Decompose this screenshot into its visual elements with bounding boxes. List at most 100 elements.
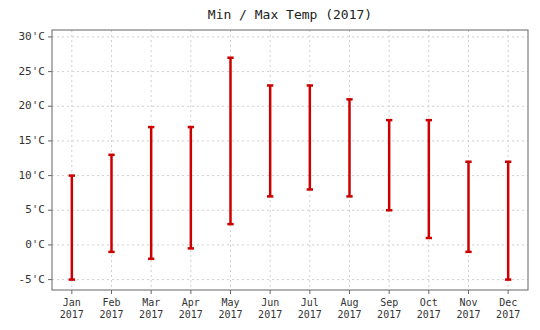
x-tick-label: Jan2017: [60, 297, 84, 320]
y-tick: [48, 140, 52, 141]
x-tick-label: Jul2017: [298, 297, 322, 320]
x-tick: [468, 290, 469, 294]
y-grid-line: [52, 210, 528, 211]
y-tick-label: 25'C: [19, 65, 46, 78]
chart-title: Min / Max Temp (2017): [208, 7, 372, 22]
x-tick-label: Oct2017: [417, 297, 441, 320]
y-tick: [48, 175, 52, 176]
min-cap: [69, 278, 75, 281]
min-cap: [267, 195, 273, 198]
min-cap: [465, 251, 471, 254]
y-tick-label: 0'C: [25, 238, 45, 251]
x-tick-label: Aug2017: [337, 297, 361, 320]
range-bar: [467, 162, 470, 252]
x-grid-line: [389, 30, 390, 290]
y-axis: -5'C 0'C 5'C 10'C 15'C 20'C 25'C 30'C: [19, 30, 53, 286]
x-tick-label: Nov2017: [456, 297, 480, 320]
y-grid-line: [52, 71, 528, 72]
y-tick: [48, 244, 52, 245]
marks: [69, 58, 512, 280]
y-tick-label: 10'C: [19, 169, 46, 182]
x-tick: [270, 290, 271, 294]
x-grid-line: [309, 30, 310, 290]
y-tick: [48, 279, 52, 280]
max-cap: [386, 119, 392, 122]
x-tick: [389, 290, 390, 294]
x-grid-line: [71, 30, 72, 290]
y-grid-line: [52, 279, 528, 280]
range-bar: [269, 85, 272, 196]
min-cap: [505, 278, 511, 281]
min-cap: [148, 258, 154, 261]
max-cap: [108, 154, 114, 157]
range-bar: [309, 85, 312, 189]
y-tick: [48, 106, 52, 107]
range-bar: [388, 120, 391, 210]
x-tick: [190, 290, 191, 294]
min-cap: [307, 188, 313, 191]
y-tick-label: 20'C: [19, 99, 46, 112]
y-tick: [48, 71, 52, 72]
max-cap: [346, 98, 352, 101]
chart: -5'C 0'C 5'C 10'C 15'C 20'C 25'C 30'C Jan2017 Feb…: [0, 0, 540, 330]
min-cap: [108, 251, 114, 254]
max-cap: [227, 56, 233, 59]
range-bar: [428, 120, 431, 238]
x-grid-line: [508, 30, 509, 290]
x-tick-label: Sep2017: [377, 297, 401, 320]
range-bar: [507, 162, 510, 280]
min-cap: [346, 195, 352, 198]
x-tick: [71, 290, 72, 294]
range-bar: [348, 99, 351, 196]
x-tick: [428, 290, 429, 294]
max-cap: [69, 174, 75, 177]
min-cap: [426, 237, 432, 240]
x-tick: [230, 290, 231, 294]
y-tick-label: 5'C: [25, 203, 45, 216]
x-grid-line: [151, 30, 152, 290]
y-grid-line: [52, 175, 528, 176]
y-grid-line: [52, 244, 528, 245]
y-tick-label: 30'C: [19, 30, 46, 43]
min-cap: [386, 209, 392, 212]
y-grid-line: [52, 140, 528, 141]
x-grid-line: [349, 30, 350, 290]
x-tick: [151, 290, 152, 294]
x-tick: [111, 290, 112, 294]
max-cap: [426, 119, 432, 122]
x-grid-line: [190, 30, 191, 290]
range-bar: [110, 155, 113, 252]
min-cap: [188, 247, 194, 250]
x-grid-line: [428, 30, 429, 290]
range-bar: [71, 176, 74, 280]
x-tick: [508, 290, 509, 294]
x-grid-line: [230, 30, 231, 290]
x-tick-label: Jun2017: [258, 297, 282, 320]
x-tick-label: Feb2017: [99, 297, 123, 320]
x-tick: [309, 290, 310, 294]
range-bar: [150, 127, 153, 259]
range-bar: [229, 58, 232, 224]
x-tick: [349, 290, 350, 294]
plot-frame: [52, 30, 528, 290]
y-tick: [48, 210, 52, 211]
y-tick-label: 15'C: [19, 134, 46, 147]
max-cap: [307, 84, 313, 87]
x-axis: Jan2017Feb2017Mar2017Apr2017May2017Jun20…: [60, 290, 520, 320]
y-grid-line: [52, 106, 528, 107]
y-grid-line: [52, 36, 528, 37]
max-cap: [267, 84, 273, 87]
x-tick-label: Mar2017: [139, 297, 163, 320]
max-cap: [148, 126, 154, 129]
x-tick-label: May2017: [218, 297, 242, 320]
y-tick-label: -5'C: [19, 273, 46, 286]
grid: [52, 30, 528, 290]
max-cap: [465, 160, 471, 163]
max-cap: [188, 126, 194, 129]
range-bar: [190, 127, 193, 248]
y-tick: [48, 36, 52, 37]
x-tick-label: Dec2017: [496, 297, 520, 320]
max-cap: [505, 160, 511, 163]
x-grid-line: [270, 30, 271, 290]
min-cap: [227, 223, 233, 226]
